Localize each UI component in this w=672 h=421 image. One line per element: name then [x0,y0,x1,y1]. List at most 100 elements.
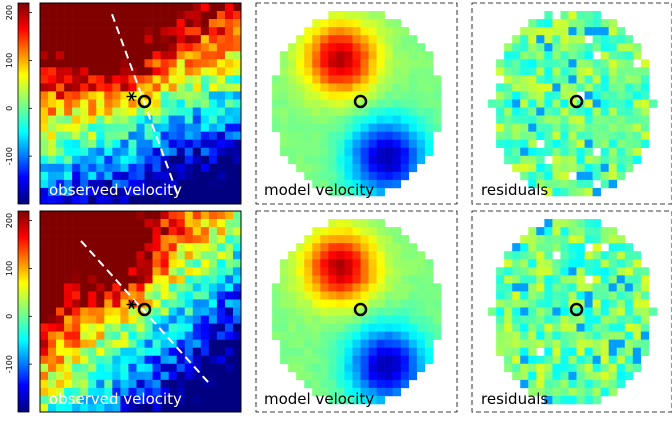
center-circle-marker [353,302,368,317]
velocity-pixel [160,331,169,340]
velocity-pixel [352,339,361,348]
velocity-pixel [144,139,153,149]
velocity-pixel [360,171,369,181]
velocity-pixel [624,131,634,140]
velocity-pixel [112,123,121,132]
velocity-pixel [72,51,81,60]
velocity-pixel [592,387,601,397]
velocity-pixel [368,379,377,389]
velocity-pixel [400,115,410,124]
velocity-pixel [632,107,642,116]
velocity-pixel [400,267,410,276]
velocity-pixel [80,211,89,220]
velocity-pixel [376,35,385,44]
velocity-pixel [208,195,218,204]
velocity-pixel [512,75,521,84]
velocity-pixel [144,171,153,181]
velocity-pixel [608,347,618,357]
velocity-pixel [128,371,137,381]
velocity-pixel [96,243,105,252]
velocity-pixel [520,147,529,157]
velocity-pixel [48,163,57,173]
velocity-pixel [568,139,577,149]
velocity-pixel [544,259,553,268]
velocity-pixel [136,195,145,204]
velocity-pixel [288,355,297,365]
velocity-pixel [520,347,529,357]
velocity-pixel [64,51,73,60]
velocity-pixel [360,155,369,165]
velocity-pixel [120,355,129,365]
velocity-pixel [504,363,513,373]
velocity-pixel [376,299,385,308]
velocity-pixel [136,251,145,260]
velocity-pixel [104,387,113,397]
velocity-pixel [216,115,226,124]
velocity-pixel [160,219,169,228]
velocity-pixel [600,163,609,173]
velocity-pixel [592,347,601,357]
velocity-pixel [312,347,321,357]
velocity-pixel [128,179,137,189]
velocity-pixel [424,139,434,149]
velocity-pixel [144,75,153,84]
velocity-pixel [88,235,97,244]
velocity-pixel [208,83,218,92]
velocity-pixel [624,363,634,373]
velocity-pixel [64,3,73,12]
velocity-pixel [40,163,49,173]
velocity-pixel [304,67,313,76]
velocity-pixel [328,19,337,28]
velocity-pixel [224,179,234,189]
velocity-pixel [40,323,49,332]
velocity-pixel [600,179,609,189]
velocity-pixel [384,283,393,292]
velocity-pixel [128,27,137,36]
velocity-pixel [416,83,426,92]
velocity-pixel [536,51,545,60]
velocity-pixel [424,315,434,324]
velocity-pixel [96,379,105,389]
velocity-pixel [424,259,434,268]
velocity-pixel [288,299,297,308]
velocity-pixel [56,219,65,228]
velocity-pixel [56,387,65,397]
velocity-pixel [640,115,650,124]
velocity-pixel [216,155,226,165]
velocity-pixel [304,355,313,365]
velocity-pixel [80,347,89,357]
velocity-pixel [96,179,105,189]
velocity-pixel [544,363,553,373]
velocity-pixel [120,67,129,76]
velocity-pixel [376,259,385,268]
velocity-pixel [312,123,321,132]
velocity-pixel [368,267,377,276]
velocity-pixel [512,323,521,332]
velocity-pixel [152,347,161,357]
velocity-pixel [176,219,186,228]
velocity-pixel [560,11,569,20]
velocity-pixel [192,307,202,316]
velocity-pixel [96,163,105,173]
velocity-pixel [176,43,186,52]
velocity-pixel [392,339,402,348]
center-circle-marker [569,302,584,317]
velocity-pixel [320,331,329,340]
velocity-pixel [56,275,65,284]
velocity-pixel [120,11,129,20]
velocity-pixel [136,363,145,373]
velocity-pixel [136,155,145,165]
velocity-pixel [360,355,369,365]
velocity-pixel [224,283,234,292]
velocity-pixel [120,163,129,173]
velocity-pixel [384,123,393,132]
velocity-pixel [328,371,337,381]
velocity-pixel [376,251,385,260]
velocity-pixel [584,67,593,76]
velocity-pixel [64,139,73,149]
velocity-pixel [168,363,177,373]
velocity-pixel [168,291,177,300]
velocity-pixel [520,291,529,300]
velocity-pixel [504,75,513,84]
velocity-pixel [528,227,537,236]
